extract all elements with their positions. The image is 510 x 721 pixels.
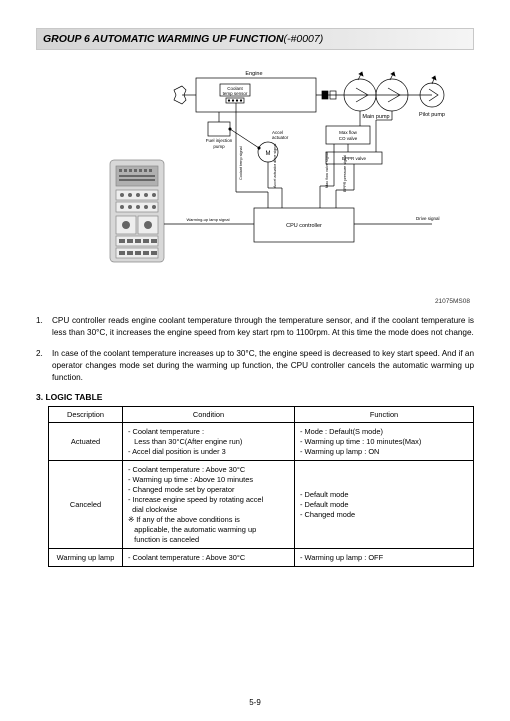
cell-function: - Mode : Default(S mode)- Warming up tim… <box>295 423 474 461</box>
lbl-engine: Engine <box>245 71 262 77</box>
svg-text:Max flow: Max flow <box>339 130 358 135</box>
svg-text:Coolant temp signal: Coolant temp signal <box>239 146 243 180</box>
para-num: 1. <box>36 315 46 340</box>
header-code: (-#0007) <box>284 33 324 45</box>
col-description: Description <box>49 407 123 423</box>
svg-text:Accel actuator drive signal: Accel actuator drive signal <box>273 144 277 188</box>
cell-description: Actuated <box>49 423 123 461</box>
cell-function: - Warming up lamp : OFF <box>295 549 474 567</box>
table-header-row: Description Condition Function <box>49 407 474 423</box>
cell-function: - Default mode- Default mode- Changed mo… <box>295 461 474 549</box>
header-title: GROUP 6 AUTOMATIC WARMING UP FUNCTION <box>43 33 284 45</box>
paragraph-2: 2. In case of the coolant temperature in… <box>36 348 474 385</box>
para-text: In case of the coolant temperature incre… <box>52 348 474 385</box>
system-diagram: Engine Coolant temp sensor Main pump Pil… <box>36 60 474 292</box>
svg-text:actuator: actuator <box>272 135 289 140</box>
cell-condition: - Coolant temperature : Less than 30°C(A… <box>123 423 295 461</box>
lbl-drive: Drive signal <box>416 216 440 221</box>
lbl-warming: Warming-up lamp signal <box>187 217 230 222</box>
figure-id: 21075MS08 <box>36 298 474 305</box>
cell-description: Canceled <box>49 461 123 549</box>
logic-table: Description Condition Function Actuated-… <box>48 406 474 567</box>
lbl-pilot-pump: Pilot pump <box>419 112 445 118</box>
svg-text:EPPR pressure signal: EPPR pressure signal <box>343 155 347 192</box>
col-condition: Condition <box>123 407 295 423</box>
svg-text:CO valve: CO valve <box>339 136 358 141</box>
page-number: 5-9 <box>0 698 510 707</box>
lbl-main-pump: Main pump <box>362 114 389 120</box>
para-text: CPU controller reads engine coolant temp… <box>52 315 474 340</box>
svg-text:Fuel injection: Fuel injection <box>206 138 233 143</box>
logic-table-heading: 3. LOGIC TABLE <box>36 392 474 402</box>
cell-description: Warming up lamp <box>49 549 123 567</box>
svg-text:pump: pump <box>213 144 225 149</box>
table-row: Canceled- Coolant temperature : Above 30… <box>49 461 474 549</box>
cell-condition: - Coolant temperature : Above 30°C- Warm… <box>123 461 295 549</box>
table-row: Warming up lamp- Coolant temperature : A… <box>49 549 474 567</box>
col-function: Function <box>295 407 474 423</box>
table-row: Actuated- Coolant temperature : Less tha… <box>49 423 474 461</box>
svg-text:Max flow valve signal: Max flow valve signal <box>325 152 329 188</box>
lbl-cpu: CPU controller <box>286 223 322 229</box>
para-num: 2. <box>36 348 46 385</box>
svg-text:M: M <box>266 151 271 157</box>
diagram-svg: Engine Coolant temp sensor Main pump Pil… <box>36 60 474 292</box>
svg-text:temp sensor: temp sensor <box>223 91 248 96</box>
section-header: GROUP 6 AUTOMATIC WARMING UP FUNCTION(-#… <box>36 28 474 50</box>
cell-condition: - Coolant temperature : Above 30°C <box>123 549 295 567</box>
paragraph-list: 1. CPU controller reads engine coolant t… <box>36 315 474 384</box>
paragraph-1: 1. CPU controller reads engine coolant t… <box>36 315 474 340</box>
